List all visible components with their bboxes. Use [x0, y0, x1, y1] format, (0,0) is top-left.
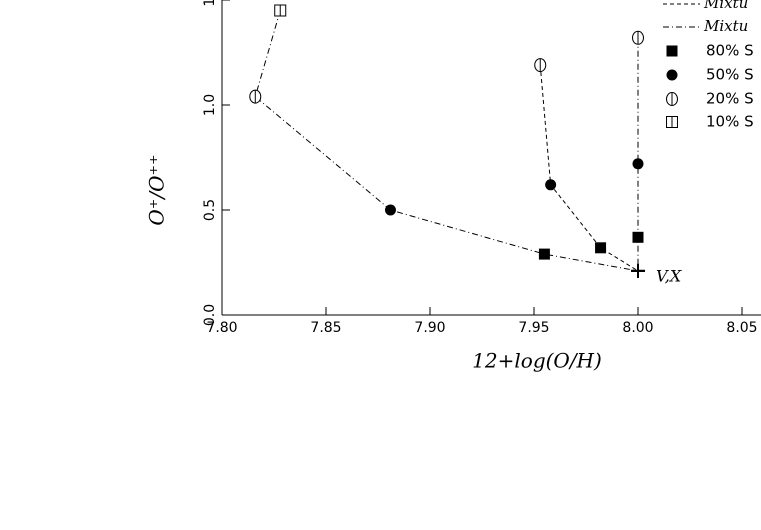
legend-label: 80% S — [706, 42, 754, 60]
y-tick-label: 1.0 — [202, 94, 218, 116]
data-line — [539, 65, 639, 272]
marker — [274, 4, 287, 17]
legend-label: 20% S — [706, 90, 754, 108]
data-line — [254, 10, 639, 272]
marker — [631, 263, 645, 278]
x-tick-label: 7.85 — [310, 320, 341, 336]
y-tick-label: 0.5 — [202, 199, 218, 221]
marker — [249, 89, 262, 104]
marker — [534, 58, 547, 73]
x-tick-label: 7.90 — [414, 320, 445, 336]
legend-label: 50% S — [706, 66, 754, 84]
x-tick-label: 8.00 — [622, 320, 653, 336]
legend-label: 10% S — [706, 113, 754, 131]
y-axis-label: O⁺/O⁺⁺ — [145, 154, 169, 225]
marker — [632, 158, 644, 170]
marker — [666, 92, 678, 106]
y-tick-label: 0.0 — [202, 304, 218, 326]
marker — [666, 116, 678, 128]
marker — [384, 204, 396, 216]
x-tick-label: 8.05 — [726, 320, 757, 336]
legend-label: Mixtu — [703, 17, 748, 35]
marker — [666, 45, 678, 57]
marker — [538, 248, 550, 260]
marker — [632, 30, 644, 45]
x-axis-label: 12+log(O/H) — [472, 349, 602, 373]
y-tick-label: 1. — [202, 0, 218, 7]
marker — [666, 69, 678, 81]
legend-label: Mixtu — [703, 0, 748, 12]
annotation: V,X — [656, 266, 682, 285]
x-tick-label: 7.80 — [206, 320, 237, 336]
marker — [545, 179, 557, 191]
marker — [632, 231, 644, 243]
marker — [595, 242, 607, 254]
x-tick-label: 7.95 — [518, 320, 549, 336]
